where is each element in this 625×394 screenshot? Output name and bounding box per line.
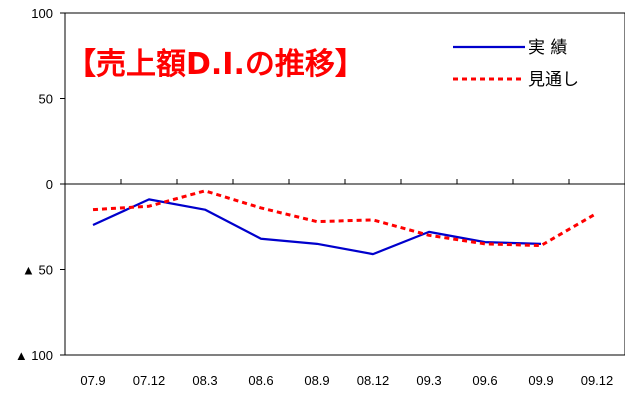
y-tick-label: ▲ 50 (22, 263, 53, 278)
x-tick-label: 09.6 (472, 373, 497, 388)
y-axis: 100 50 0 ▲ 50 ▲ 100 (15, 6, 65, 363)
series-line-1 (92, 198, 542, 256)
x-tick-label: 08.12 (357, 373, 390, 388)
x-tick-label: 08.9 (304, 373, 329, 388)
x-tick-label: 09.9 (528, 373, 553, 388)
x-tick-label: 08.6 (248, 373, 273, 388)
series-layer (92, 189, 598, 256)
y-tick-label: ▲ 100 (15, 348, 53, 363)
x-tick-label: 09.3 (416, 373, 441, 388)
x-tick-label: 07.9 (80, 373, 105, 388)
y-tick-label: 0 (46, 177, 53, 192)
chart-title: 【売上額D.I.の推移】 (66, 47, 365, 82)
legend-label-1: 実 績 (528, 38, 567, 58)
series-line-2 (92, 189, 598, 248)
x-tick-label: 07.12 (133, 373, 166, 388)
x-axis: 07.9 07.12 08.3 08.6 08.9 08.12 09.3 09.6 09.9 09… (65, 179, 625, 388)
y-tick-label: 50 (39, 92, 53, 107)
x-tick-label: 08.3 (192, 373, 217, 388)
x-tick-label: 09.12 (581, 373, 614, 388)
y-tick-label: 100 (31, 6, 53, 21)
legend-label-2: 見通し (528, 70, 579, 90)
